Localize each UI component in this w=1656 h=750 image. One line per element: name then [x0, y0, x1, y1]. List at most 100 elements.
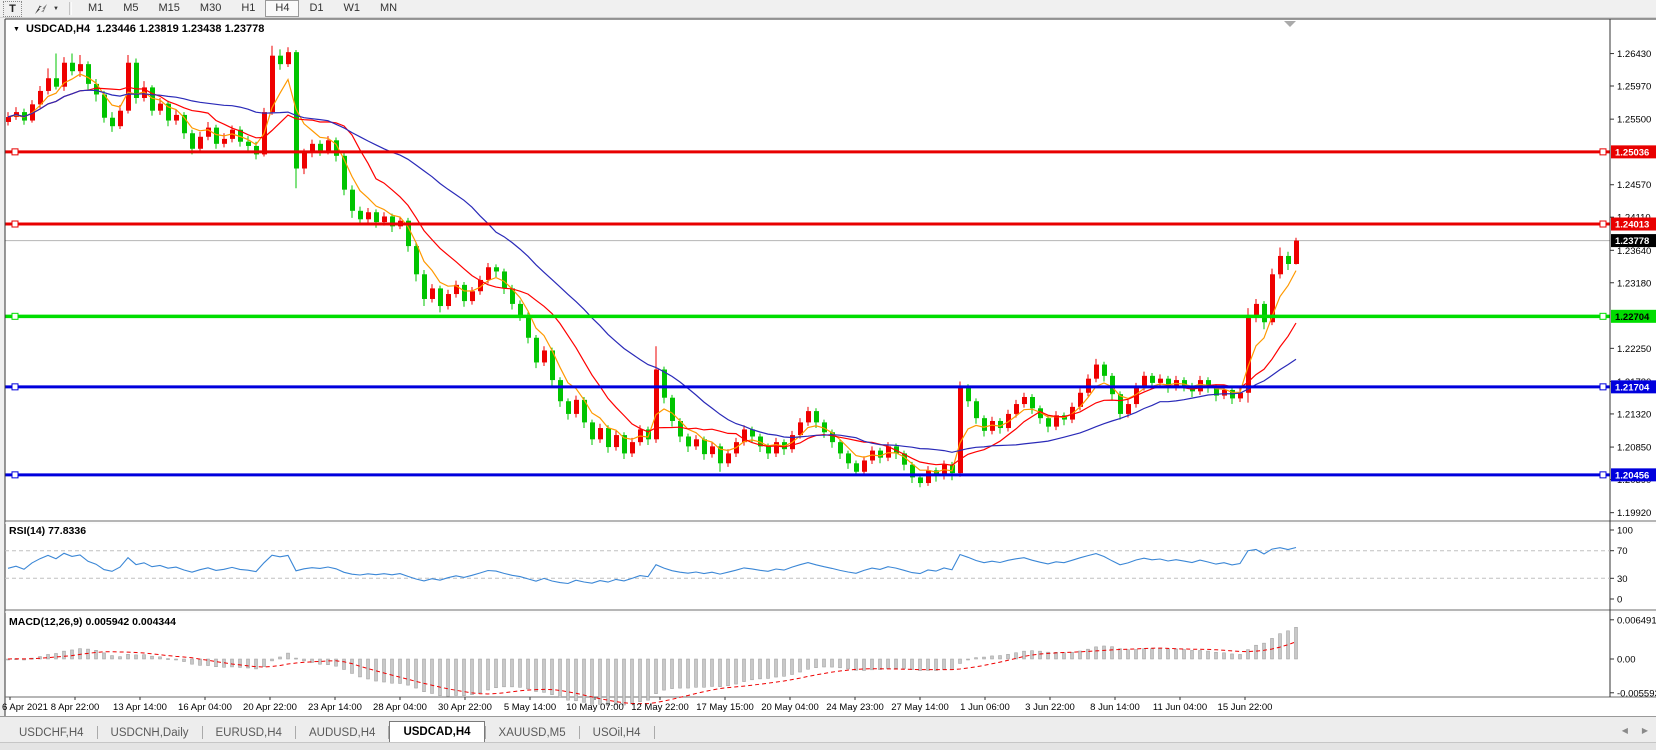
x-axis-label: 20 May 04:00: [761, 702, 819, 713]
cursor-arrows-icon: [35, 3, 47, 14]
rsi-axis-label: 100: [1617, 526, 1633, 537]
x-axis-label: 28 Apr 04:00: [373, 702, 427, 713]
moving-average-slow: [7, 89, 1297, 453]
rsi-axis-label: 0: [1617, 595, 1622, 606]
chevron-down-icon: ▼: [53, 5, 59, 12]
chart-tab-bar: USDCHF,H4 USDCNH,Daily EURUSD,H4 AUDUSD,H4 U…: [0, 716, 1656, 743]
macd-axis-label: 0.006491: [1617, 615, 1656, 626]
rsi-axis-label: 30: [1617, 574, 1628, 585]
tab-scroll-right-icon[interactable]: ▶: [1641, 726, 1648, 735]
price-tag-1.24013: 1.24013: [1611, 217, 1656, 231]
y-axis-tick: 1.26430: [1617, 49, 1651, 60]
chart-ohlc-values: 1.23446 1.23819 1.23438 1.23778: [96, 23, 265, 35]
tab-eurusd-h4[interactable]: EURUSD,H4: [215, 727, 282, 739]
x-axis-label: 30 Apr 22:00: [438, 702, 492, 713]
tab-separator: [201, 726, 203, 739]
chart-dropdown-icon[interactable]: ▼: [13, 25, 20, 33]
horizontal-line-1.25036[interactable]: [5, 148, 1610, 156]
x-axis-label: 1 Jun 06:00: [960, 702, 1010, 713]
y-axis-tick: 1.20850: [1617, 443, 1651, 454]
x-axis-label: 11 Jun 04:00: [1153, 702, 1207, 713]
moving-average-medium: [7, 86, 1297, 466]
x-axis-label: 8 Jun 14:00: [1090, 702, 1140, 713]
x-axis-label: 23 Apr 14:00: [308, 702, 362, 713]
horizontal-line-1.24013[interactable]: [5, 220, 1610, 228]
y-axis-tick: 1.25500: [1617, 115, 1651, 126]
x-axis-label: 3 Jun 22:00: [1025, 702, 1075, 713]
svg-text:1.21704: 1.21704: [1615, 382, 1650, 393]
x-axis-label: 17 May 15:00: [696, 702, 754, 713]
y-axis-tick: 1.19920: [1617, 508, 1651, 519]
timeframe-button-d1[interactable]: D1: [309, 2, 324, 14]
price-axis[interactable]: 1.264301.259701.255001.245701.241101.236…: [1610, 49, 1651, 519]
tab-scroll-left-icon[interactable]: ◀: [1621, 726, 1628, 735]
horizontal-line-1.22704[interactable]: [5, 312, 1610, 320]
macd-axis-label: 0.00: [1617, 655, 1636, 666]
timeframe-button-w1[interactable]: W1: [343, 2, 361, 14]
line-handle: [1599, 148, 1607, 156]
macd-axis-label: -0.005593: [1617, 688, 1656, 699]
tab-separator: [653, 726, 655, 739]
tab-separator: [578, 726, 580, 739]
svg-text:1.25036: 1.25036: [1615, 147, 1649, 158]
cursor-tool-button[interactable]: ▼: [31, 1, 61, 16]
y-axis-tick: 1.21320: [1617, 409, 1651, 420]
x-axis-label: 6 Apr 2021: [2, 702, 48, 713]
line-handle: [1599, 383, 1607, 391]
x-axis-label: 10 May 07:00: [566, 702, 624, 713]
tab-separator: [388, 726, 390, 739]
rsi-indicator-label: RSI(14) 77.8336: [9, 525, 87, 537]
line-handle: [1599, 312, 1607, 320]
tab-usdcnh-daily[interactable]: USDCNH,Daily: [110, 727, 189, 739]
x-axis-label: 12 May 22:00: [631, 702, 689, 713]
x-axis-label: 20 Apr 22:00: [243, 702, 297, 713]
line-handle: [11, 312, 19, 320]
timeframe-button-m30[interactable]: M30: [199, 2, 222, 14]
tab-usoil-h4[interactable]: USOil,H4: [592, 727, 641, 739]
chart-title: ▼ USDCAD,H4 1.23446 1.23819 1.23438 1.23…: [13, 23, 264, 35]
chart-shift-marker-icon: [1284, 21, 1296, 27]
time-axis[interactable]: 6 Apr 2021 8 Apr 22:00 13 Apr 14:00 16 Apr …: [2, 697, 1272, 713]
svg-text:1.22704: 1.22704: [1615, 312, 1650, 323]
tab-usdcad-h4[interactable]: USDCAD,H4: [389, 721, 485, 743]
toolbar-separator: [68, 2, 72, 15]
macd-indicator-label: MACD(12,26,9) 0.005942 0.004344: [9, 616, 176, 628]
timeframe-button-h4[interactable]: H4: [265, 0, 300, 17]
x-axis-label: 8 Apr 22:00: [51, 702, 100, 713]
x-axis-label: 27 May 14:00: [891, 702, 949, 713]
line-handle: [1599, 220, 1607, 228]
toolbar: T ▼ M1 M5 M15 M30 H1 H4 D1 W1 MN: [0, 0, 1656, 18]
panel-borders: [4, 18, 1656, 716]
x-axis-label: 5 May 14:00: [504, 702, 556, 713]
timeframe-button-mn[interactable]: MN: [380, 2, 398, 14]
timeframe-button-m1[interactable]: M1: [87, 2, 104, 14]
svg-text:1.20456: 1.20456: [1615, 470, 1649, 481]
price-tag-1.20456: 1.20456: [1611, 468, 1656, 482]
y-axis-tick: 1.23180: [1617, 278, 1651, 289]
line-handle: [11, 383, 19, 391]
text-tool-button[interactable]: T: [3, 0, 22, 17]
timeframe-button-m5[interactable]: M5: [123, 2, 139, 14]
tab-xauusd-m5[interactable]: XAUUSD,M5: [498, 727, 566, 739]
horizontal-line-1.20456[interactable]: [5, 471, 1610, 479]
timeframe-group: M1 M5 M15 M30 H1 H4 D1 W1 MN: [78, 0, 407, 17]
y-axis-tick: 1.23640: [1617, 246, 1651, 257]
macd-panel: 0.006491 0.00 -0.005593: [6, 615, 1656, 706]
tab-usdchf-h4[interactable]: USDCHF,H4: [19, 727, 84, 739]
timeframe-button-h1[interactable]: H1: [241, 2, 256, 14]
tab-list: USDCHF,H4 USDCNH,Daily EURUSD,H4 AUDUSD,H4 U…: [6, 721, 655, 743]
current-price-tag: 1.23778: [1611, 234, 1656, 248]
tab-separator: [96, 726, 98, 739]
horizontal-line-1.21704[interactable]: [5, 383, 1610, 391]
tab-audusd-h4[interactable]: AUDUSD,H4: [308, 727, 376, 739]
rsi-line: [7, 546, 1297, 585]
line-handle: [1599, 471, 1607, 479]
line-handle: [11, 220, 19, 228]
line-handle: [11, 471, 19, 479]
timeframe-button-m15[interactable]: M15: [158, 2, 180, 14]
svg-text:1.24013: 1.24013: [1615, 220, 1649, 231]
rsi-panel: 100 70 30 0: [5, 526, 1633, 606]
tab-separator: [294, 726, 296, 739]
